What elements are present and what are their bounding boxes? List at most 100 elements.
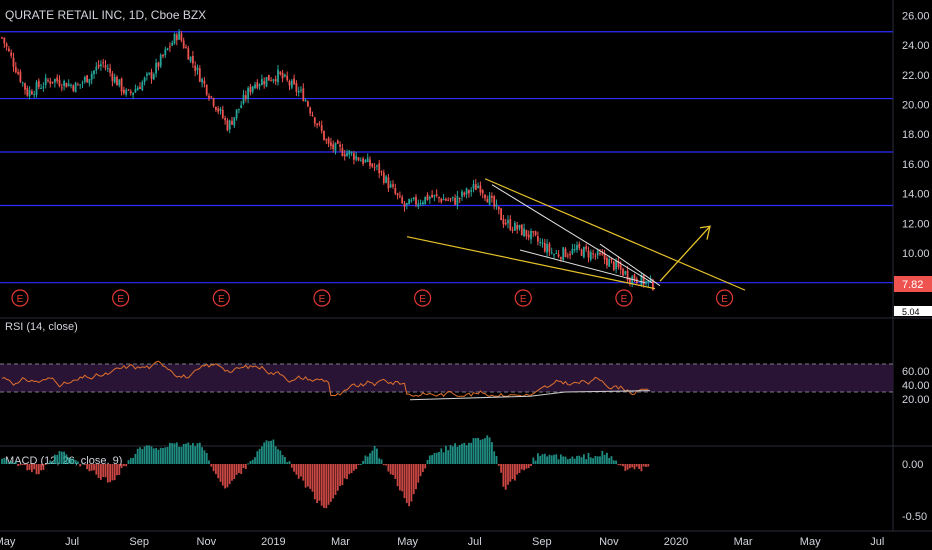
candle-body	[139, 86, 141, 90]
candle-body	[254, 84, 256, 89]
candle-body	[35, 82, 38, 96]
macd-bar	[638, 464, 640, 469]
candle-body	[111, 73, 114, 82]
macd-bar	[120, 464, 123, 469]
x-tick-label: May	[800, 536, 821, 548]
candle-body	[330, 142, 332, 147]
candle-body	[192, 55, 194, 64]
candle-body	[212, 98, 215, 107]
candle-body	[256, 82, 259, 89]
macd-bar	[497, 464, 500, 466]
candle-body	[83, 77, 86, 82]
last-price-label: 7.82	[902, 279, 923, 291]
macd-bar	[203, 450, 206, 464]
macd-bar	[486, 435, 489, 464]
earnings-marker	[112, 289, 130, 307]
candle-body	[550, 252, 553, 254]
macd-bar	[387, 464, 390, 472]
candle-body	[649, 278, 652, 283]
macd-bar	[440, 448, 443, 464]
macd-bar	[323, 464, 325, 508]
macd-bar	[449, 444, 452, 464]
macd-bar	[83, 464, 86, 465]
macd-bar	[479, 439, 482, 464]
macd-bar	[263, 442, 266, 464]
candle-body	[300, 89, 302, 91]
macd-bar	[171, 443, 174, 464]
candle-body	[511, 229, 514, 231]
macd-bar	[445, 445, 447, 464]
candle-body	[72, 85, 75, 91]
candle-body	[129, 91, 132, 93]
candle-body	[10, 52, 13, 56]
price-tick-label: 14.00	[902, 189, 930, 201]
macd-bar	[240, 464, 243, 475]
macd-bar	[417, 464, 420, 483]
candle-body	[12, 57, 15, 67]
macd-bar	[37, 464, 40, 475]
projection-arrow	[659, 225, 711, 282]
candle-body	[477, 185, 479, 189]
candle-body	[60, 87, 63, 89]
macd-tick-label: 0.00	[902, 459, 923, 471]
macd-bar	[520, 464, 523, 470]
candle-body	[596, 250, 599, 256]
macd-bar	[357, 464, 360, 465]
candle-body	[228, 120, 231, 130]
earnings-marker-label: E	[17, 294, 24, 305]
x-tick-label: 2020	[664, 536, 688, 548]
candle-body	[159, 55, 162, 67]
macd-bar	[500, 464, 502, 473]
candle-body	[484, 194, 486, 199]
price-tick-label: 16.00	[902, 159, 930, 171]
candle-body	[366, 157, 369, 162]
wedge-line	[599, 243, 661, 287]
candle-body	[422, 202, 424, 205]
macd-bar	[113, 464, 116, 481]
candle-body	[468, 190, 470, 194]
macd-bar	[270, 440, 272, 464]
earnings-marker	[615, 289, 633, 307]
macd-bar	[125, 464, 128, 467]
macd-bar	[419, 464, 422, 477]
candle-body	[42, 86, 45, 88]
macd-bar	[88, 464, 91, 472]
candle-body	[116, 76, 118, 86]
candle-body	[332, 144, 335, 149]
macd-bar	[212, 464, 215, 472]
candle-body	[67, 83, 70, 86]
rsi-divergence-line	[409, 390, 651, 401]
earnings-marker-label: E	[520, 294, 527, 305]
macd-bar	[228, 464, 231, 485]
macd-bar	[601, 450, 604, 464]
candle-body	[431, 194, 433, 198]
macd-bar	[106, 464, 109, 483]
candle-body	[504, 222, 507, 225]
candle-body	[415, 197, 417, 205]
macd-bar	[645, 464, 647, 467]
candle-body	[405, 202, 408, 205]
macd-bar	[127, 460, 130, 464]
macd-bar	[67, 457, 70, 464]
macd-bar	[60, 451, 63, 464]
candle-body	[125, 89, 128, 95]
macd-bar	[468, 442, 470, 464]
macd-bar	[541, 454, 544, 464]
candle-body	[8, 48, 10, 51]
x-tick-label: Nov	[197, 536, 217, 548]
macd-bar	[320, 464, 323, 506]
macd-bar	[28, 464, 31, 470]
candle-body	[309, 107, 312, 114]
candle-body	[288, 81, 291, 86]
candle-body	[442, 199, 445, 201]
candle-body	[424, 196, 427, 204]
macd-bar	[617, 464, 620, 465]
hidden-price-label: 5.04	[902, 307, 920, 317]
macd-bar	[428, 455, 431, 464]
candle-body	[451, 196, 454, 199]
macd-bar	[640, 464, 643, 472]
candle-body	[79, 84, 82, 86]
macd-bar	[233, 464, 236, 480]
candle-body	[164, 49, 167, 56]
